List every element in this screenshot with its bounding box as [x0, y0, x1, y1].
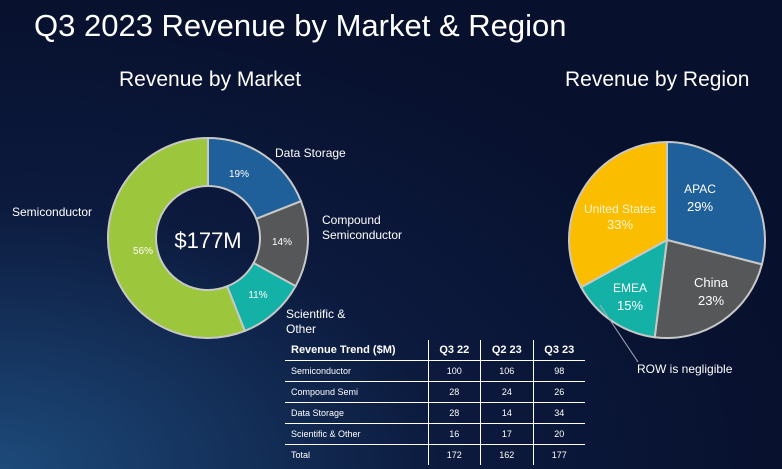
col-header: Revenue Trend ($M) [285, 340, 429, 361]
data-label: 19% [229, 169, 249, 180]
table-row: Scientific & Other 16 17 20 [285, 423, 585, 445]
slice-emea [579, 238, 669, 339]
row-annotation: ROW is negligible [637, 362, 733, 376]
table-cell: 162 [480, 444, 534, 465]
category-label: United States [584, 202, 656, 216]
table-cell: 28 [427, 381, 481, 403]
data-label: 23% [698, 293, 724, 308]
table-cell: 98 [532, 360, 585, 382]
table-cell: 26 [532, 381, 585, 403]
table-row: Semiconductor 100 106 98 [285, 360, 585, 382]
market-chart-title: Revenue by Market [119, 68, 302, 91]
table-row: Total 172 162 177 [285, 444, 585, 465]
region-chart-title: Revenue by Region [565, 68, 750, 91]
data-label: 11% [248, 290, 267, 301]
table-cell: Scientific & Other [285, 423, 429, 445]
table-cell: 100 [427, 360, 481, 382]
table-cell: 14 [480, 402, 534, 424]
table-cell: 17 [480, 423, 534, 445]
table-cell: Data Storage [285, 402, 429, 424]
data-label: 29% [687, 199, 713, 214]
data-label: 15% [617, 298, 643, 313]
category-label: APAC [684, 182, 716, 196]
col-header: Q3 22 [427, 340, 481, 361]
slice-china [653, 238, 764, 339]
data-label: 14% [272, 237, 292, 248]
slice-united-states [568, 140, 668, 289]
slice-apac [666, 140, 766, 266]
category-label: Data Storage [275, 146, 346, 160]
col-header: Q2 23 [480, 340, 534, 361]
table-cell: 16 [427, 423, 481, 445]
table-cell: 177 [532, 444, 585, 465]
table-cell: 24 [480, 381, 534, 403]
revenue-trend-table: Revenue Trend ($M) Q3 22 Q2 23 Q3 23 Sem… [285, 340, 585, 465]
category-label: Semiconductor [12, 205, 92, 219]
table-cell: 106 [480, 360, 534, 382]
table-cell: Semiconductor [285, 360, 429, 382]
annotation-leader-line [599, 304, 639, 363]
center-label: $177M [174, 228, 241, 253]
table-cell: Compound Semi [285, 381, 429, 403]
data-label: 33% [607, 217, 633, 232]
table-row: Data Storage 28 14 34 [285, 402, 585, 424]
table-cell: Total [285, 444, 429, 465]
category-label: Semiconductor [322, 228, 402, 242]
table-cell: 28 [427, 402, 481, 424]
table-cell: 172 [427, 444, 481, 465]
category-label: Compound [322, 213, 381, 227]
table-cell: 20 [532, 423, 585, 445]
data-label: 56% [133, 246, 153, 257]
slice-semiconductor [107, 136, 247, 339]
category-label: Other [286, 322, 316, 336]
category-label: China [694, 275, 729, 290]
table-row: Compound Semi 28 24 26 [285, 381, 585, 403]
category-label: EMEA [613, 281, 647, 295]
table-cell: 34 [532, 402, 585, 424]
col-header: Q3 23 [532, 340, 585, 361]
category-label: Scientific & [286, 307, 345, 321]
page-title: Q3 2023 Revenue by Market & Region [34, 8, 567, 43]
